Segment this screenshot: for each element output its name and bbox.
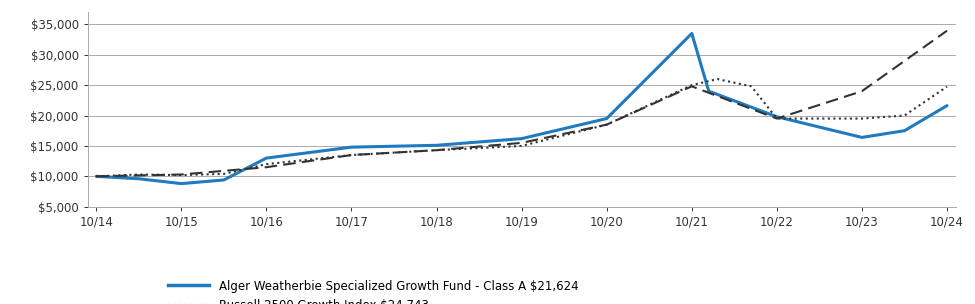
- Legend: Alger Weatherbie Specialized Growth Fund - Class A $21,624, Russell 2500 Growth : Alger Weatherbie Specialized Growth Fund…: [163, 275, 583, 304]
